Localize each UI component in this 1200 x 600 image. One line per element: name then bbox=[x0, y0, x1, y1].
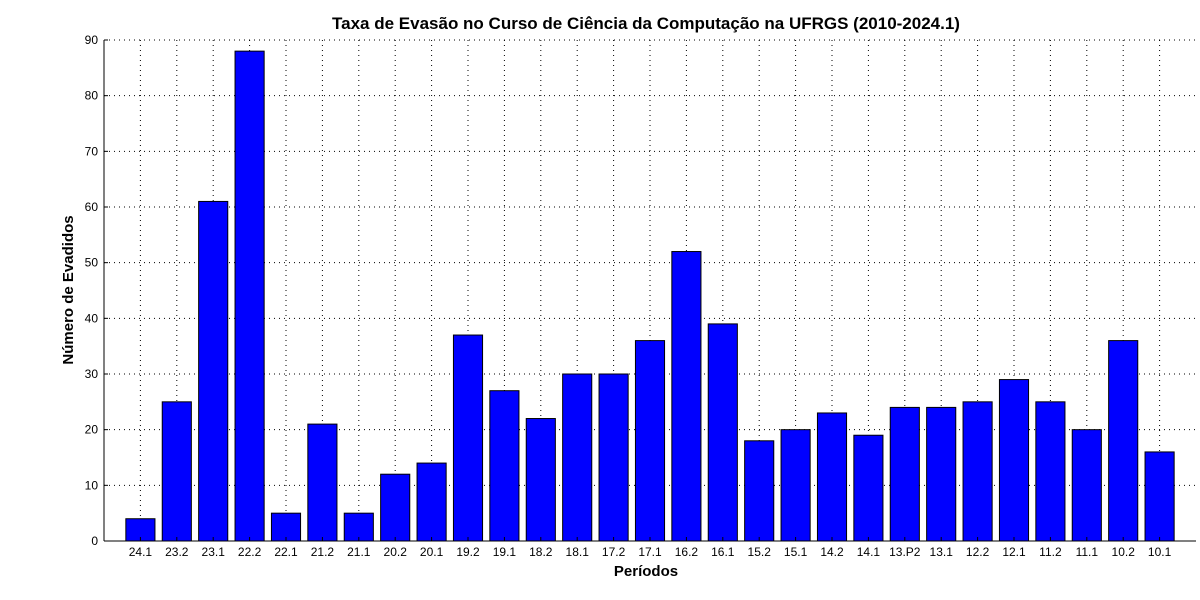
x-tick-label: 12.1 bbox=[1002, 545, 1026, 559]
x-tick-label: 23.2 bbox=[165, 545, 189, 559]
bar-11.1 bbox=[1071, 429, 1102, 542]
x-tick-label: 14.1 bbox=[857, 545, 881, 559]
bar-12.2 bbox=[962, 401, 993, 542]
bar-20.2 bbox=[380, 473, 411, 542]
x-tick-label: 12.2 bbox=[966, 545, 990, 559]
bar-18.1 bbox=[562, 373, 593, 542]
tick-labels: 0 10 20 30 40 50 60 70 80 90 24.1 23.2 23.1 22.2 22.1 2… bbox=[85, 33, 1172, 559]
x-tick-label: 23.1 bbox=[202, 545, 226, 559]
y-tick-label: 90 bbox=[85, 33, 99, 47]
x-tick-label: 22.1 bbox=[274, 545, 298, 559]
y-tick-label: 40 bbox=[85, 311, 99, 325]
bar-20.1 bbox=[416, 462, 447, 542]
bar-22.1 bbox=[270, 512, 302, 542]
bar-18.2 bbox=[525, 418, 556, 542]
x-tick-label: 19.1 bbox=[493, 545, 517, 559]
bar-19.1 bbox=[489, 390, 520, 542]
bar-13.1 bbox=[926, 406, 957, 542]
x-tick-label: 15.1 bbox=[784, 545, 808, 559]
bar-23.1 bbox=[198, 200, 229, 542]
bar-16.1 bbox=[707, 323, 738, 542]
bar-17.2 bbox=[598, 373, 629, 542]
x-tick-label: 13.P2 bbox=[889, 545, 921, 559]
bar-16.2 bbox=[671, 251, 702, 542]
x-tick-label: 18.2 bbox=[529, 545, 553, 559]
x-tick-label: 20.2 bbox=[384, 545, 408, 559]
y-tick-label: 10 bbox=[85, 478, 99, 492]
y-tick-label: 30 bbox=[85, 367, 99, 381]
x-tick-label: 16.2 bbox=[675, 545, 699, 559]
y-tick-label: 50 bbox=[85, 256, 99, 270]
bar-13.P2 bbox=[889, 406, 920, 542]
x-axis-label: Períodos bbox=[614, 563, 678, 580]
x-tick-label: 18.1 bbox=[566, 545, 590, 559]
y-tick-label: 60 bbox=[85, 200, 99, 214]
bar-21.2 bbox=[307, 423, 338, 542]
bar-15.1 bbox=[780, 429, 811, 542]
bar-14.2 bbox=[816, 412, 848, 542]
x-tick-label: 24.1 bbox=[129, 545, 153, 559]
y-axis-label: Número de Evadidos bbox=[60, 215, 77, 364]
bar-23.2 bbox=[161, 401, 192, 542]
axes bbox=[103, 39, 1196, 542]
bar-11.2 bbox=[1035, 401, 1066, 542]
bar-10.1 bbox=[1144, 451, 1175, 542]
bar-21.1 bbox=[343, 512, 374, 542]
bars bbox=[125, 50, 1175, 542]
bar-19.2 bbox=[452, 334, 484, 542]
bar-22.2 bbox=[234, 50, 265, 542]
x-tick-label: 22.2 bbox=[238, 545, 262, 559]
bar-17.1 bbox=[634, 340, 666, 542]
x-tick-label: 16.1 bbox=[711, 545, 735, 559]
chart-title: Taxa de Evasão no Curso de Ciência da Co… bbox=[332, 14, 960, 33]
bar-15.2 bbox=[744, 440, 775, 542]
x-tick-label: 10.2 bbox=[1112, 545, 1136, 559]
x-tick-label: 20.1 bbox=[420, 545, 444, 559]
x-tick-label: 14.2 bbox=[820, 545, 844, 559]
x-tick-label: 15.2 bbox=[748, 545, 772, 559]
x-tick-label: 11.2 bbox=[1039, 545, 1062, 559]
bar-10.2 bbox=[1108, 340, 1139, 542]
bar-14.1 bbox=[853, 434, 884, 542]
x-tick-label: 13.1 bbox=[930, 545, 954, 559]
y-tick-label: 70 bbox=[85, 144, 99, 158]
x-tick-label: 10.1 bbox=[1148, 545, 1172, 559]
x-tick-label: 17.1 bbox=[638, 545, 662, 559]
x-tick-label: 21.1 bbox=[347, 545, 371, 559]
x-tick-label: 17.2 bbox=[602, 545, 626, 559]
x-tick-label: 11.1 bbox=[1076, 545, 1099, 559]
y-tick-label: 0 bbox=[91, 534, 98, 548]
y-tick-label: 20 bbox=[85, 423, 99, 437]
bar-12.1 bbox=[998, 379, 1030, 542]
y-tick-label: 80 bbox=[85, 89, 99, 103]
x-tick-label: 19.2 bbox=[456, 545, 480, 559]
x-tick-label: 21.2 bbox=[311, 545, 335, 559]
